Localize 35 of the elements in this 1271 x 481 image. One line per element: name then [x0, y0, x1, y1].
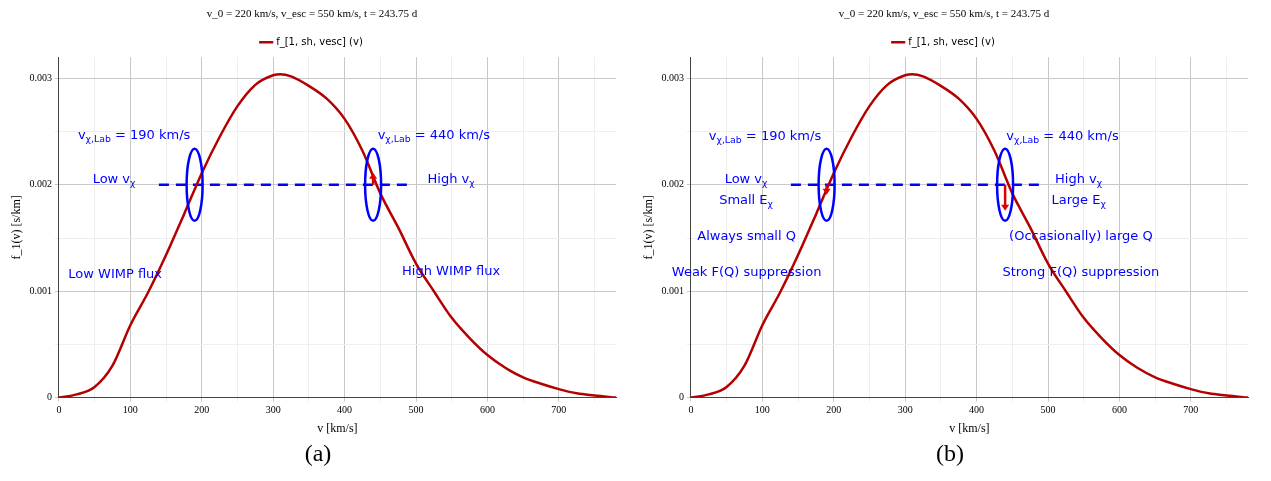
legend-label: f_[1, sh, vesc] (v) [908, 35, 995, 48]
x-tick-label: 500 [408, 404, 424, 416]
x-tick-label: 700 [551, 404, 567, 416]
y-tick-label: 0.002 [29, 178, 52, 190]
x-tick-label: 400 [969, 404, 985, 416]
x-tick-label: 200 [826, 404, 842, 416]
x-axis-title: v [km/s] [949, 420, 990, 435]
annotation: Always small Q [697, 228, 796, 244]
x-tick-label: 600 [1111, 404, 1127, 416]
y-tick-label: 0.003 [661, 72, 684, 84]
x-tick-label: 0 [56, 404, 62, 416]
x-tick-label: 600 [479, 404, 495, 416]
x-tick-label: 300 [265, 404, 281, 416]
y-tick-label: 0 [678, 391, 684, 403]
y-tick-label: 0.003 [29, 72, 52, 84]
y-tick-label: 0.002 [661, 178, 684, 190]
legend-label: f_[1, sh, vesc] (v) [276, 35, 363, 48]
x-tick-label: 700 [1183, 404, 1199, 416]
y-axis-title: f_1(v) [s/km] [9, 195, 24, 260]
x-tick-label: 100 [122, 404, 138, 416]
text: (a) [303, 440, 333, 467]
x-tick-label: 400 [337, 404, 353, 416]
y-tick-label: 0 [46, 391, 52, 403]
y-tick-label: 0.001 [661, 284, 684, 296]
y-axis-title: f_1(v) [s/km] [641, 195, 656, 260]
text: (b) [935, 440, 965, 467]
x-tick-label: 200 [194, 404, 210, 416]
y-tick-label: 0.001 [29, 284, 52, 296]
x-tick-label: 500 [1040, 404, 1056, 416]
x-tick-label: 300 [897, 404, 913, 416]
chart-title: v_0 = 220 km/s, v_esc = 550 km/s, t = 243.75 d [838, 7, 1050, 20]
chart-title: v_0 = 220 km/s, v_esc = 550 km/s, t = 243.75 d [206, 7, 418, 20]
x-tick-label: 0 [688, 404, 694, 416]
x-tick-label: 100 [754, 404, 770, 416]
x-axis-title: v [km/s] [317, 420, 358, 435]
